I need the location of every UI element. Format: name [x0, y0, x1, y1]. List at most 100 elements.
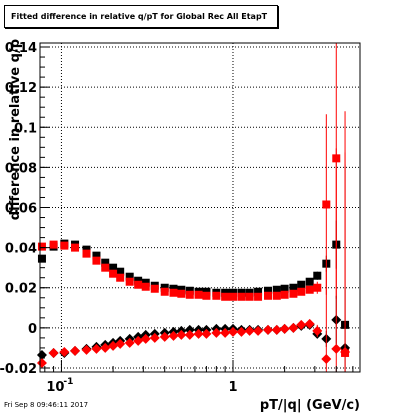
data-point	[149, 332, 160, 343]
data-point	[140, 333, 151, 344]
data-point	[184, 324, 195, 335]
x-tick-label: 1	[228, 380, 237, 395]
series-3	[36, 111, 351, 372]
data-point	[109, 269, 118, 278]
y-tick-label: 0	[28, 322, 37, 337]
data-point	[280, 284, 289, 293]
data-point	[340, 346, 351, 357]
data-point	[244, 325, 255, 336]
x-tick-exponent: -1	[63, 377, 73, 387]
data-point	[245, 292, 254, 301]
data-point	[36, 349, 47, 360]
data-point	[48, 347, 59, 358]
data-point	[108, 340, 119, 351]
data-point	[116, 273, 125, 282]
data-point	[159, 331, 170, 342]
y-tick-label: -0.02	[0, 362, 37, 377]
data-point	[321, 353, 332, 364]
data-point	[71, 243, 80, 252]
data-point	[124, 337, 135, 348]
data-point	[160, 283, 169, 292]
x-tick-labels: 10-1 1	[46, 377, 237, 395]
data-point	[81, 344, 92, 355]
data-point	[194, 290, 203, 299]
data-point	[82, 245, 91, 254]
data-point	[245, 288, 254, 297]
data-point	[272, 285, 281, 294]
data-point	[237, 288, 246, 297]
y-axis-title: difference in relative q/p	[8, 39, 23, 220]
data-point	[59, 346, 70, 357]
data-point	[288, 322, 299, 333]
data-point	[134, 280, 143, 289]
data-point	[37, 254, 46, 263]
data-point	[184, 329, 195, 340]
x-tick-label: 10	[46, 380, 64, 395]
y-tick-labels: 0.14 0.12 0.1 0.08 0.06 0.04 0.02 0 -0.02	[0, 41, 37, 377]
y-tick-label: 0.02	[5, 282, 37, 297]
data-point	[271, 324, 282, 335]
data-point	[322, 200, 331, 209]
data-point	[185, 286, 194, 295]
data-point	[253, 325, 264, 336]
data-point	[36, 357, 47, 368]
data-point	[297, 280, 306, 289]
data-point	[297, 287, 306, 296]
data-point	[60, 241, 69, 250]
data-point	[313, 283, 322, 292]
data-point	[236, 326, 247, 337]
y-tick-label: 0.06	[5, 202, 37, 217]
data-point	[228, 292, 237, 301]
data-point	[101, 263, 110, 272]
data-point	[49, 240, 58, 249]
data-point	[169, 284, 178, 293]
data-point	[263, 324, 274, 335]
data-point	[185, 290, 194, 299]
data-point	[92, 251, 101, 260]
y-tick-label: 0.08	[5, 161, 37, 176]
data-point	[100, 342, 111, 353]
y-tick-label: 0.12	[5, 81, 37, 96]
data-point	[264, 291, 273, 300]
data-point	[176, 329, 187, 340]
axis-ticks	[40, 46, 354, 372]
data-point	[289, 289, 298, 298]
data-point	[254, 287, 263, 296]
data-series	[36, 43, 351, 372]
data-point	[160, 287, 169, 296]
data-point	[177, 289, 186, 298]
data-point	[141, 278, 150, 287]
data-point	[296, 319, 307, 330]
y-tick-label: 0.14	[5, 41, 37, 56]
data-point	[305, 285, 314, 294]
data-point	[92, 256, 101, 265]
data-point	[82, 249, 91, 258]
data-point	[305, 277, 314, 286]
data-point	[150, 284, 159, 293]
data-point	[70, 345, 81, 356]
data-point	[237, 292, 246, 301]
data-point	[134, 276, 143, 285]
data-point	[279, 323, 290, 334]
data-point	[133, 335, 144, 346]
data-point	[116, 267, 125, 276]
data-point	[125, 277, 134, 286]
data-point	[227, 326, 238, 337]
data-point	[331, 343, 342, 354]
data-point	[280, 290, 289, 299]
series-0	[37, 164, 350, 372]
timestamp: Fri Sep 8 09:46:11 2017	[4, 401, 89, 409]
data-point	[272, 291, 281, 300]
data-point	[212, 291, 221, 300]
data-point	[37, 242, 46, 251]
data-point	[109, 263, 118, 272]
data-point	[201, 328, 212, 339]
data-point	[211, 327, 222, 338]
data-point	[313, 271, 322, 280]
data-point	[254, 292, 263, 301]
chart-title: Fitted difference in relative q/pT for G…	[4, 5, 278, 28]
data-point	[177, 285, 186, 294]
data-point	[141, 282, 150, 291]
data-point	[168, 330, 179, 341]
